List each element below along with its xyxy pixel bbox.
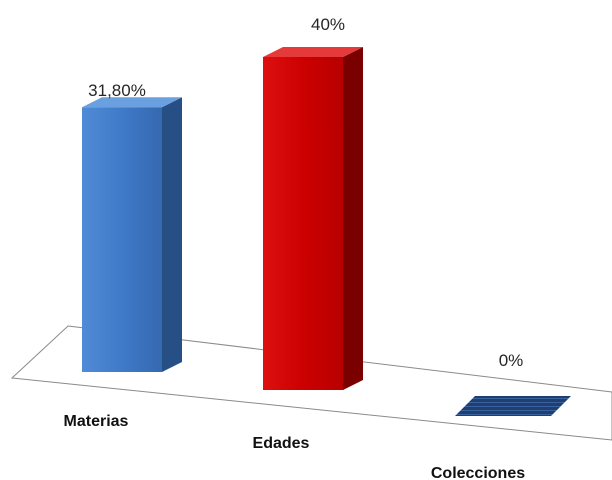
bar-materias-front bbox=[82, 107, 162, 372]
category-label-edades: Edades bbox=[253, 435, 310, 452]
category-label-colecciones: Colecciones bbox=[431, 465, 525, 480]
category-label-materias: Materias bbox=[64, 413, 129, 430]
bars-group bbox=[82, 47, 571, 416]
bar-colecciones-slab bbox=[455, 396, 571, 416]
bar-edades-top bbox=[263, 47, 363, 57]
data-label-materias: 31,80% bbox=[88, 81, 146, 100]
data-label-edades: 40% bbox=[311, 15, 345, 34]
bar-edades-side bbox=[343, 47, 363, 390]
bar-edades bbox=[263, 47, 363, 390]
bar-materias-top bbox=[82, 97, 182, 108]
bar-materias bbox=[82, 97, 182, 372]
data-label-colecciones: 0% bbox=[499, 351, 524, 370]
bar-colecciones bbox=[455, 396, 571, 416]
bar-edades-front bbox=[263, 57, 343, 390]
bar-materias-side bbox=[162, 97, 182, 372]
